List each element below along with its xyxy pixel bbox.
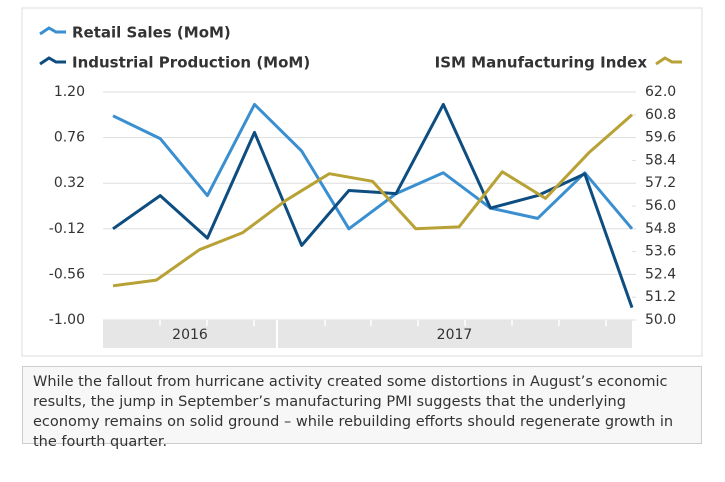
chart: 1.20 0.76 0.32 -0.12 -0.56 -1.00 62.0 60.8 59.6 5… — [21, 7, 703, 357]
legend-label: Retail Sales (MoM) — [72, 24, 231, 42]
y2-tick-label: 53.6 — [645, 244, 676, 260]
y2-tick-label: 57.2 — [645, 175, 676, 191]
y2-tick-label: 52.4 — [645, 266, 676, 282]
legend-label: Industrial Production (MoM) — [72, 54, 310, 72]
legend-icon — [39, 26, 66, 36]
legend-icon — [655, 56, 682, 66]
y-tick-label: -0.12 — [49, 221, 85, 237]
y-tick-label: 0.32 — [54, 175, 85, 191]
x-tick-label: 2016 — [172, 327, 208, 343]
y2-tick-label: 60.8 — [645, 107, 676, 123]
y2-tick-label: 54.8 — [645, 221, 676, 237]
y2-tick-label: 56.0 — [645, 198, 676, 214]
frame — [21, 7, 703, 357]
x-tick-label: 2017 — [437, 327, 473, 343]
y2-tick-label: 58.4 — [645, 152, 676, 168]
series-line — [112, 102, 634, 309]
legend-label: ISM Manufacturing Index — [435, 54, 648, 72]
y-tick-label: -0.56 — [49, 266, 85, 282]
y2-tick-label: 51.2 — [645, 289, 676, 305]
y-tick-label: -1.00 — [49, 312, 85, 328]
y-tick-label: 0.76 — [54, 130, 85, 146]
caption: While the fallout from hurricane activit… — [22, 366, 702, 450]
series-line — [112, 113, 633, 288]
series-line — [112, 102, 634, 231]
y2-tick-label: 50.0 — [645, 312, 676, 328]
x-axis-band — [103, 320, 632, 348]
y2-tick-label: 59.6 — [645, 130, 676, 146]
legend-icon — [39, 56, 66, 66]
y2-tick-label: 62.0 — [645, 84, 676, 100]
y-tick-label: 1.20 — [54, 84, 85, 100]
